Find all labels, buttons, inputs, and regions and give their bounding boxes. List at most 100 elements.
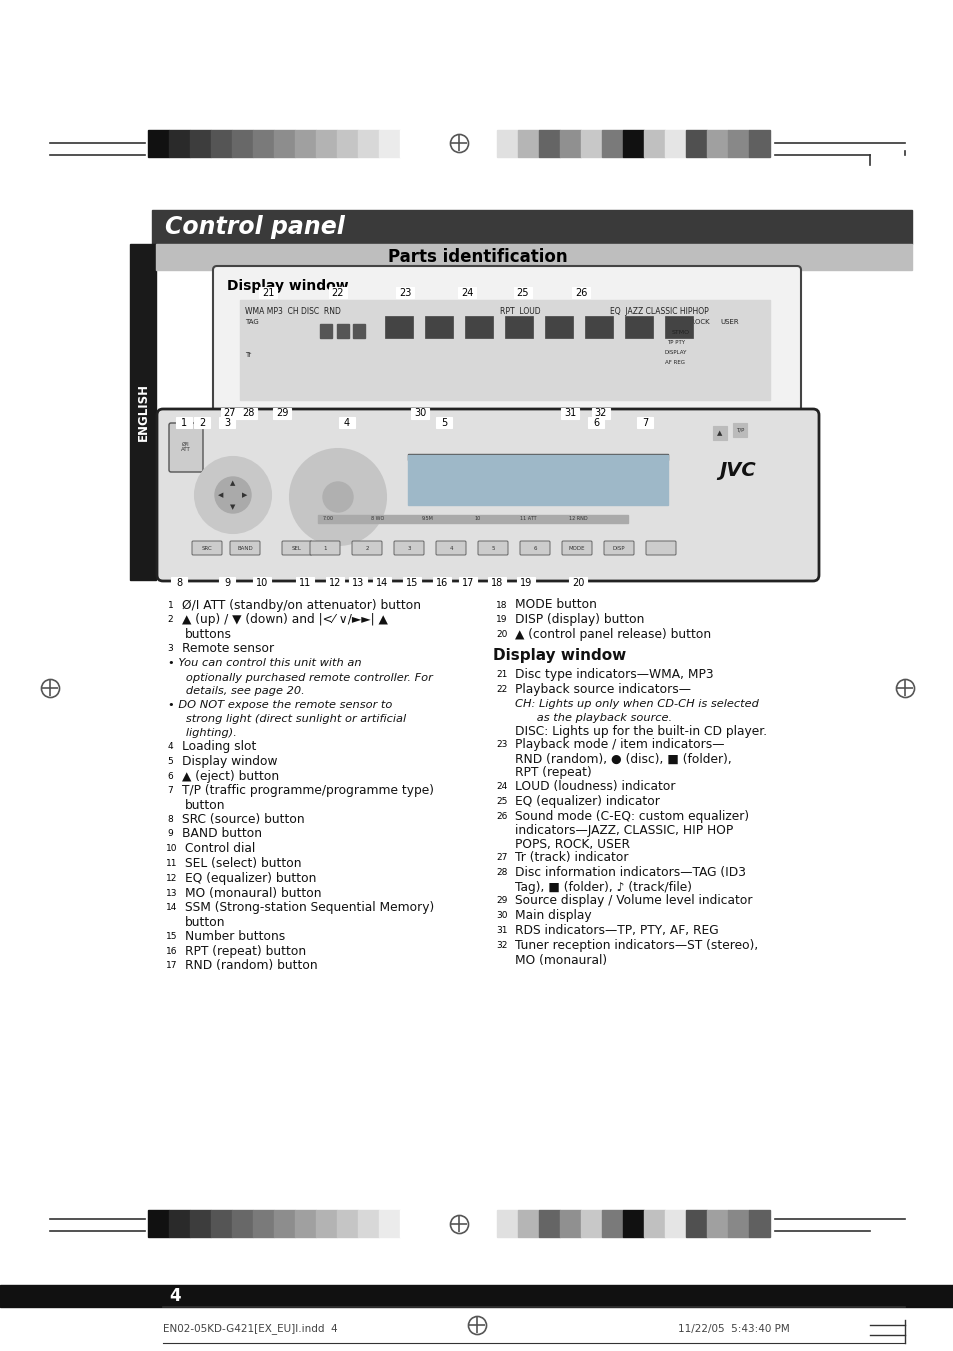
Bar xyxy=(163,786,178,796)
Bar xyxy=(436,417,452,428)
Bar xyxy=(399,1210,420,1238)
Text: 6: 6 xyxy=(593,417,598,427)
Bar xyxy=(544,316,573,338)
Text: 18: 18 xyxy=(496,600,507,609)
Text: JVC: JVC xyxy=(719,461,756,480)
Text: 15: 15 xyxy=(166,932,177,940)
Bar xyxy=(338,417,355,428)
Bar xyxy=(239,408,256,419)
Text: 4: 4 xyxy=(168,742,173,751)
Bar xyxy=(385,316,413,338)
Text: 6: 6 xyxy=(168,771,173,781)
Text: 30: 30 xyxy=(414,408,426,419)
Text: MODE: MODE xyxy=(568,546,584,550)
Text: 14: 14 xyxy=(375,577,388,588)
Bar xyxy=(211,130,232,157)
Text: 3: 3 xyxy=(168,643,173,653)
Bar xyxy=(357,130,378,157)
Bar xyxy=(373,577,391,588)
Bar xyxy=(497,130,517,157)
Text: 16: 16 xyxy=(166,947,177,955)
Bar xyxy=(493,811,511,821)
Bar xyxy=(273,408,291,419)
Text: 26: 26 xyxy=(496,812,507,820)
Bar xyxy=(664,1210,685,1238)
Bar xyxy=(624,316,652,338)
Bar xyxy=(163,742,178,751)
Text: • DO NOT expose the remote sensor to: • DO NOT expose the remote sensor to xyxy=(168,700,392,709)
Bar xyxy=(580,130,601,157)
Bar xyxy=(163,600,178,611)
Bar xyxy=(493,739,511,750)
Bar xyxy=(538,130,559,157)
Bar xyxy=(559,130,580,157)
FancyBboxPatch shape xyxy=(192,540,222,555)
Bar xyxy=(317,515,627,523)
Text: 29: 29 xyxy=(496,897,507,905)
Text: EQ (equalizer) button: EQ (equalizer) button xyxy=(185,871,316,885)
Bar xyxy=(148,130,169,157)
Bar xyxy=(175,417,192,428)
Text: RPT (repeat): RPT (repeat) xyxy=(515,766,591,780)
Text: MODE button: MODE button xyxy=(515,598,597,612)
FancyBboxPatch shape xyxy=(645,540,676,555)
Bar xyxy=(748,130,769,157)
Text: optionally purchased remote controller. For: optionally purchased remote controller. … xyxy=(174,673,433,682)
Bar xyxy=(190,1210,211,1238)
Bar xyxy=(572,286,589,299)
Text: DISP (display) button: DISP (display) button xyxy=(515,613,643,627)
Bar xyxy=(163,771,178,781)
Text: 30: 30 xyxy=(496,912,507,920)
Text: 27: 27 xyxy=(496,854,507,862)
Circle shape xyxy=(323,482,353,512)
Text: 12: 12 xyxy=(166,874,177,884)
Text: SRC: SRC xyxy=(201,546,213,550)
Text: 11 ATT: 11 ATT xyxy=(519,516,536,521)
Text: Display window: Display window xyxy=(227,280,348,293)
Text: 1: 1 xyxy=(323,546,327,550)
Bar xyxy=(353,324,365,338)
Bar xyxy=(559,1210,580,1238)
Text: Tuner reception indicators—ST (stereo),: Tuner reception indicators—ST (stereo), xyxy=(515,939,758,952)
Bar xyxy=(643,130,664,157)
Text: 2: 2 xyxy=(168,615,173,624)
Text: • You can control this unit with an: • You can control this unit with an xyxy=(168,658,361,667)
Text: 20: 20 xyxy=(496,630,507,639)
Text: strong light (direct sunlight or artificial: strong light (direct sunlight or artific… xyxy=(174,715,406,724)
Text: 3: 3 xyxy=(407,546,411,550)
Text: 22: 22 xyxy=(332,288,344,297)
Text: 3: 3 xyxy=(224,417,230,427)
Text: Control dial: Control dial xyxy=(185,842,255,855)
Bar xyxy=(402,577,420,588)
Bar xyxy=(329,286,347,299)
Text: 7: 7 xyxy=(641,417,647,427)
Bar xyxy=(253,130,274,157)
Bar xyxy=(219,577,234,588)
Text: Control panel: Control panel xyxy=(165,215,345,239)
Bar xyxy=(493,670,511,680)
Text: TAG: TAG xyxy=(245,319,258,326)
Text: 13: 13 xyxy=(352,577,364,588)
Text: 2: 2 xyxy=(198,417,205,427)
Text: ▲ (eject) button: ▲ (eject) button xyxy=(182,770,279,782)
Bar xyxy=(163,931,181,942)
Text: 25: 25 xyxy=(517,288,529,297)
Bar xyxy=(219,417,234,428)
Text: 23: 23 xyxy=(398,288,411,297)
Text: ▲: ▲ xyxy=(717,430,722,436)
Bar xyxy=(493,867,511,878)
Text: Number buttons: Number buttons xyxy=(185,929,285,943)
Bar xyxy=(315,130,336,157)
Bar xyxy=(458,577,476,588)
Text: 12 RND: 12 RND xyxy=(568,516,587,521)
FancyBboxPatch shape xyxy=(230,540,260,555)
Text: BAND: BAND xyxy=(237,546,253,550)
Text: 10: 10 xyxy=(166,844,177,854)
Text: STMO: STMO xyxy=(671,330,689,335)
Text: Playback source indicators—: Playback source indicators— xyxy=(515,682,690,696)
Bar xyxy=(163,859,181,869)
Circle shape xyxy=(194,457,271,534)
Text: DISC: Lights up for the built-in CD player.: DISC: Lights up for the built-in CD play… xyxy=(515,724,766,738)
FancyBboxPatch shape xyxy=(282,540,312,555)
Text: POPS ROCK: POPS ROCK xyxy=(669,319,709,326)
